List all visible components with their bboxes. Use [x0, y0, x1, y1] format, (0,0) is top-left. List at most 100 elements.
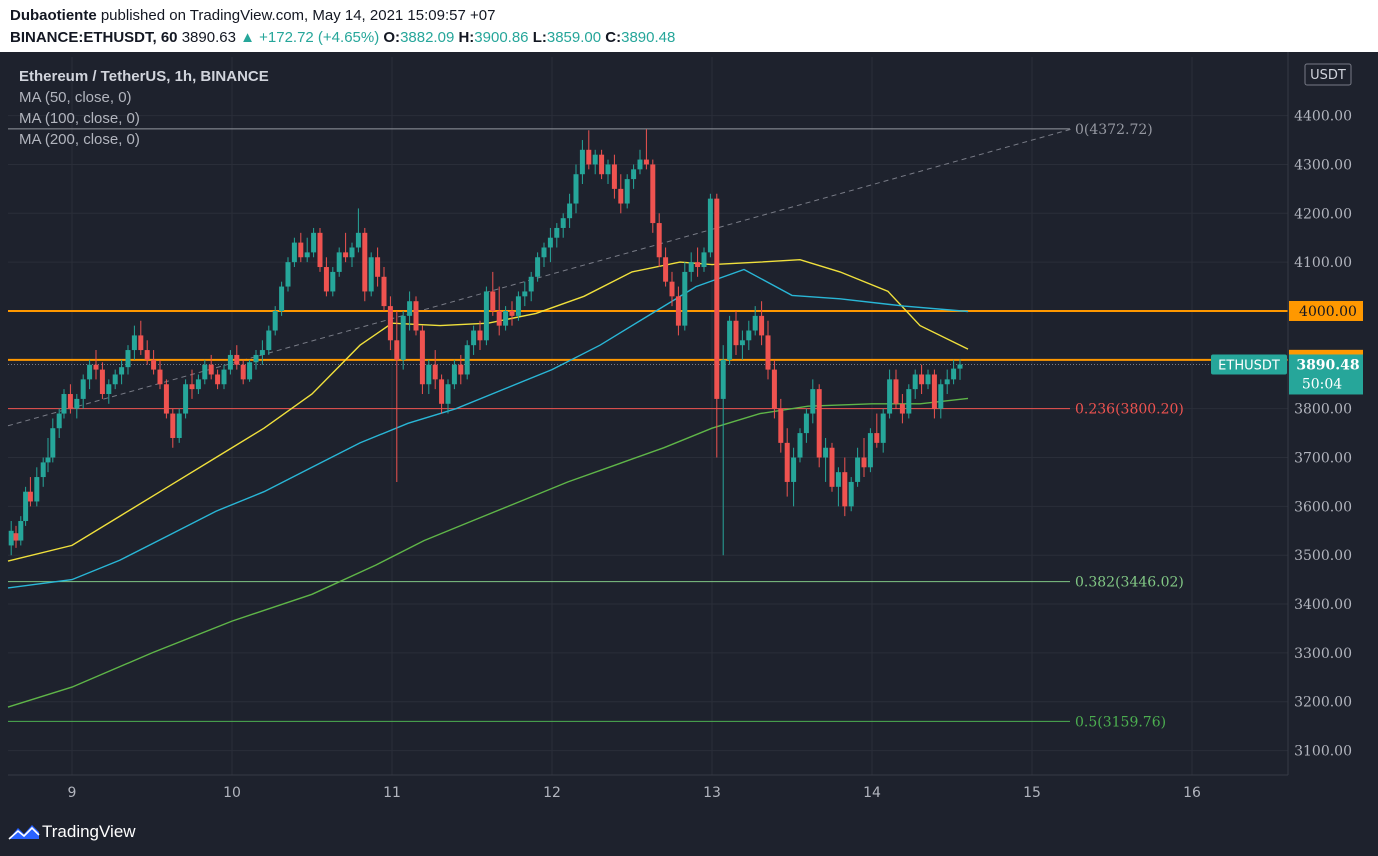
price-level-tag: [1289, 300, 1363, 321]
candle-body: [458, 364, 464, 375]
time-tick-label: 9: [68, 785, 77, 801]
candle-body: [669, 281, 675, 297]
candle-body: [759, 315, 765, 336]
candle-body: [40, 462, 46, 478]
price-tick-label: 4200.00: [1294, 206, 1352, 222]
candle-body: [432, 364, 438, 380]
candle-body: [643, 159, 649, 165]
author-name[interactable]: Dubaotiente: [10, 7, 97, 24]
candle-body: [298, 242, 304, 258]
candle-body: [368, 257, 374, 292]
price-tick-label: 3600.00: [1294, 499, 1352, 515]
candle-body: [880, 413, 886, 443]
candle-body: [304, 252, 310, 258]
ma100-line: [7, 268, 969, 589]
candle-body: [688, 262, 694, 272]
legend-ma50[interactable]: MA (50, close, 0): [19, 89, 132, 106]
candle-body: [515, 296, 521, 316]
candle-body: [362, 232, 368, 292]
candle-body: [221, 369, 227, 385]
candle-body: [330, 271, 336, 292]
candle-body: [842, 472, 848, 507]
candle-body: [61, 394, 67, 414]
candle-body: [8, 530, 14, 546]
candle-body: [407, 301, 413, 316]
candle-body: [311, 232, 317, 253]
candle-body: [23, 491, 29, 522]
candle-body: [810, 389, 816, 414]
candle-body: [656, 223, 662, 258]
candle-body: [413, 301, 419, 331]
ma200-line: [7, 397, 969, 708]
symbol-tag-label: ETHUSDT: [1218, 358, 1280, 373]
candle-body: [765, 335, 771, 370]
candle-body: [739, 340, 745, 346]
candle-body: [266, 330, 272, 351]
candle-body: [797, 433, 803, 458]
fib-level-label: 0(4372.72): [1075, 122, 1153, 138]
time-tick-label: 12: [543, 785, 561, 801]
candle-body: [823, 447, 829, 458]
candle-body: [106, 384, 112, 395]
candle-body: [541, 247, 547, 258]
candle-body: [720, 359, 726, 399]
candle-body: [74, 398, 80, 409]
price-change: ▲ +172.72 (+4.65%): [240, 29, 380, 46]
candle-body: [637, 159, 643, 170]
price-level-tag-label: 4000.00: [1299, 304, 1357, 320]
candle-body: [247, 362, 253, 380]
candle-body: [272, 310, 278, 331]
chart-panel[interactable]: 0(4372.72) 0.236(3800.20) 0.382(3446.02) 0.…: [0, 52, 1378, 810]
candle-body: [957, 364, 963, 369]
candle-body: [227, 354, 233, 370]
candle-body: [567, 203, 573, 219]
close-label: C:: [605, 29, 622, 46]
currency-badge: [1304, 63, 1352, 86]
candle-body: [253, 354, 259, 363]
price-tick-label: 3300.00: [1294, 646, 1352, 662]
candle-body: [202, 364, 208, 380]
candle-body: [183, 384, 189, 414]
open-label: O:: [383, 29, 401, 46]
currency-label: USDT: [1310, 68, 1346, 83]
candle-body: [611, 164, 617, 189]
candle-body: [631, 169, 637, 180]
publish-header: Dubaotiente published on TradingView.com…: [0, 0, 1378, 52]
candle-body: [451, 364, 457, 385]
candle-body: [938, 384, 944, 409]
candle-body: [835, 472, 841, 487]
candle-body: [650, 164, 656, 224]
legend-ma100[interactable]: MA (100, close, 0): [19, 110, 140, 127]
candle-body: [151, 359, 157, 370]
candle-body: [27, 491, 33, 502]
legend-ma200[interactable]: MA (200, close, 0): [19, 131, 140, 148]
low-label: L:: [532, 29, 547, 46]
price-tick-label: 4300.00: [1294, 157, 1352, 173]
candle-body: [912, 374, 918, 390]
candle-body: [285, 262, 291, 287]
tradingview-logo-icon[interactable]: [8, 822, 40, 842]
candle-body: [605, 164, 611, 175]
candle-body: [34, 477, 40, 502]
candle-body: [87, 364, 93, 380]
candlestick-chart[interactable]: 0(4372.72) 0.236(3800.20) 0.382(3446.02) 0.…: [0, 52, 1378, 810]
candle-body: [477, 330, 483, 341]
price-tick-label: 3800.00: [1294, 402, 1352, 418]
candle-body: [13, 533, 19, 541]
candle-body: [144, 350, 150, 360]
last-price-tag: [1289, 354, 1363, 395]
candle-body: [195, 379, 201, 390]
candle-body: [925, 374, 931, 385]
candle-body: [387, 306, 393, 341]
candle-body: [573, 174, 579, 204]
candle-body: [663, 257, 669, 282]
footer: TradingView: [0, 810, 1378, 856]
candle-body: [400, 315, 406, 360]
tradingview-brand[interactable]: TradingView: [42, 822, 136, 841]
fib-level-label: 0.5(3159.76): [1075, 714, 1166, 730]
legend-title[interactable]: Ethereum / TetherUS, 1h, BINANCE: [19, 68, 269, 85]
candle-body: [464, 345, 470, 375]
candle-body: [887, 379, 893, 414]
candle-body: [496, 310, 502, 326]
price-tick-label: 3400.00: [1294, 597, 1352, 613]
